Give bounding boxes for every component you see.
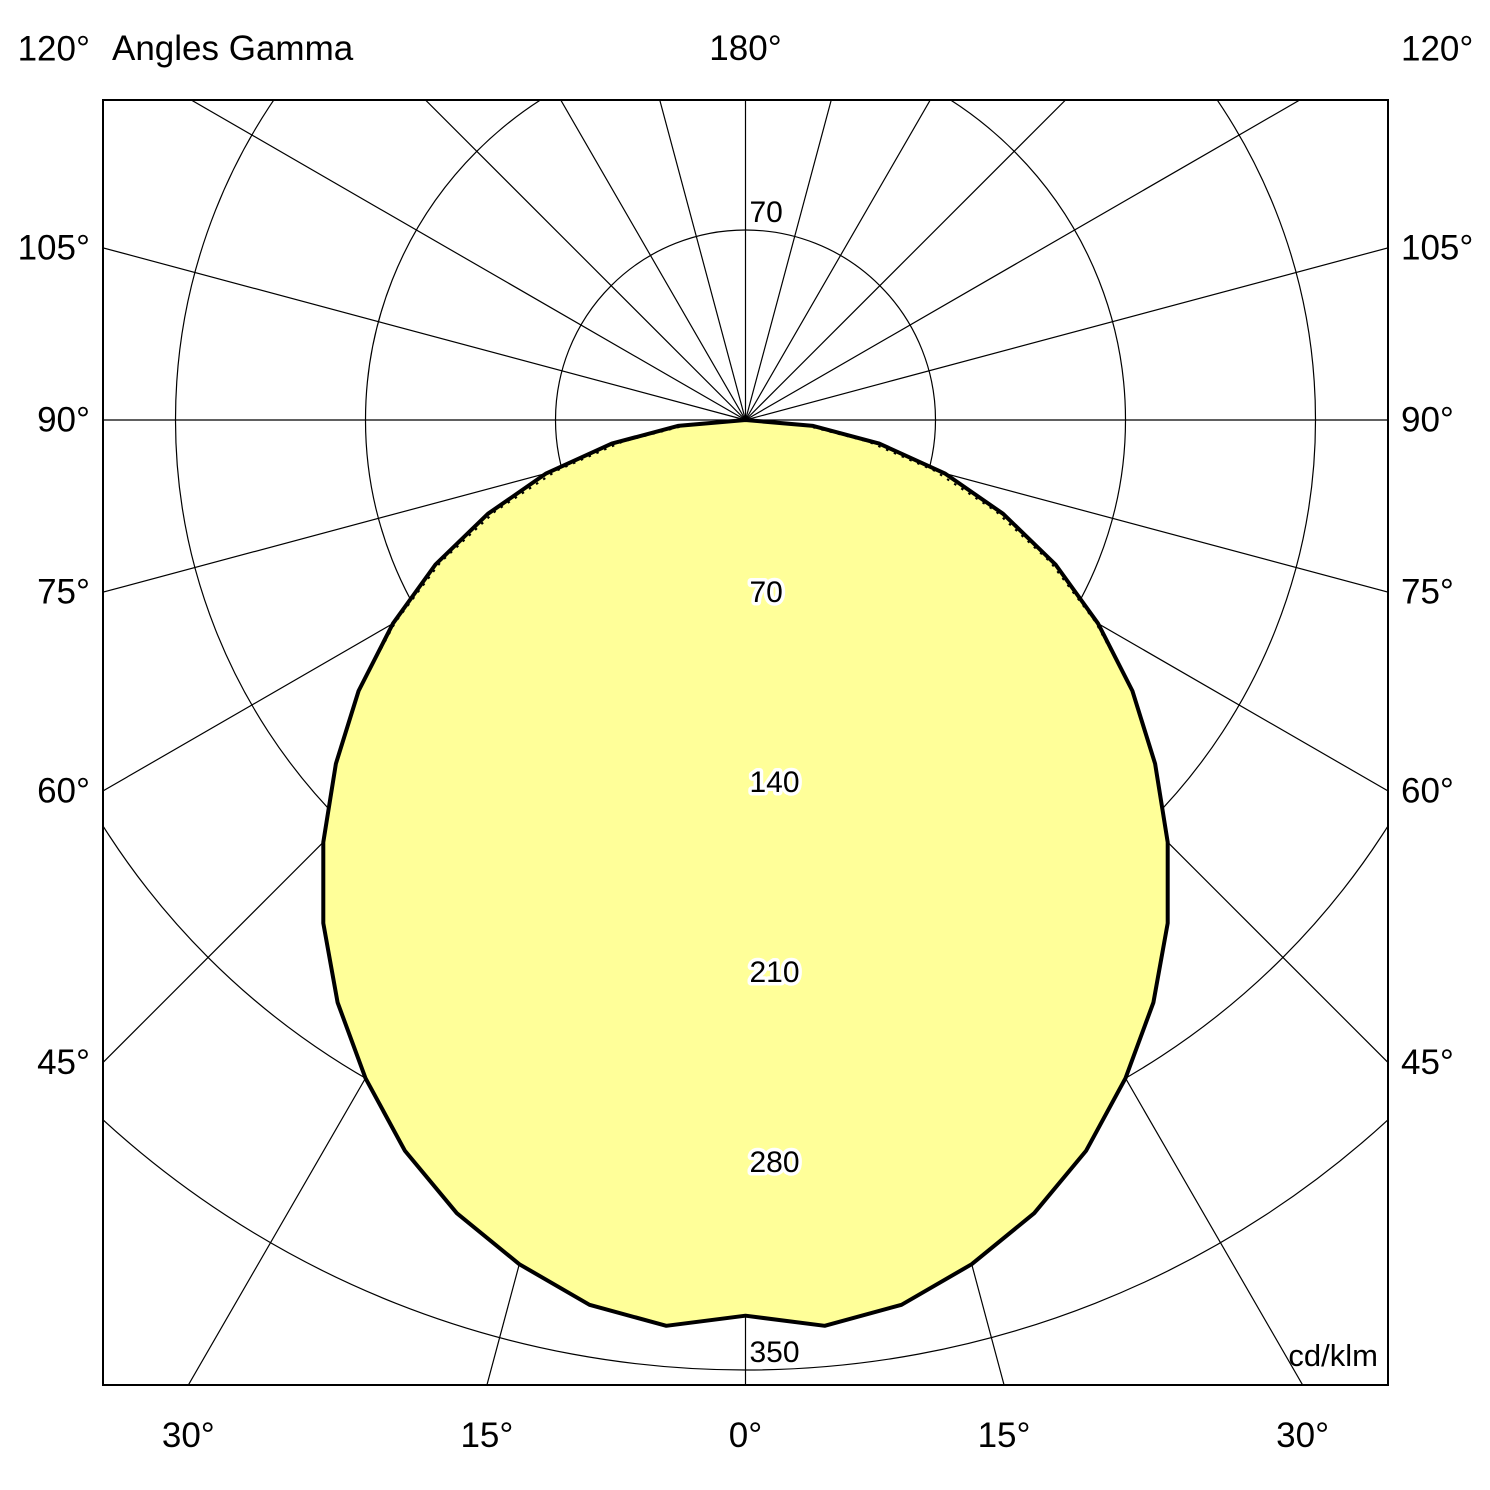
angle-label-left-60: 60° — [37, 771, 90, 810]
angle-label-left-75: 75° — [37, 573, 90, 612]
ring-label-layer: 70 70 140 210 280 350 — [746, 193, 803, 1373]
angle-label-right-90: 90° — [1401, 401, 1454, 440]
grid-radial-line-150 — [744, 100, 931, 421]
grid-radial-line-195 — [659, 100, 747, 421]
unit-label: cd/klm — [1288, 1338, 1378, 1373]
angle-label-bottom-1: 15° — [460, 1416, 513, 1455]
ring-label-1: 140 — [750, 766, 800, 799]
grid-radial-line-165 — [744, 100, 832, 421]
angle-label-bottom-2: 0° — [729, 1416, 762, 1455]
angle-label-bottom-0: 30° — [162, 1416, 215, 1455]
angle-label-right-75: 75° — [1401, 573, 1454, 612]
angle-label-bottom-4: 30° — [1276, 1416, 1329, 1455]
angle-label-right-105: 105° — [1401, 228, 1473, 267]
angle-label-right-60: 60° — [1401, 771, 1454, 810]
ring-label-top: 70 — [750, 196, 783, 229]
ring-label-3: 280 — [750, 1146, 800, 1179]
angle-label-bottom-3: 15° — [978, 1416, 1031, 1455]
grid-radial-line-240 — [190, 100, 746, 421]
grid-radial-line-135 — [745, 100, 1067, 421]
grid-radial-line-255 — [103, 247, 746, 421]
curve-layer — [321, 418, 1170, 1328]
ring-label-2: 210 — [750, 956, 800, 989]
angle-label-right-120: 120° — [1401, 30, 1473, 69]
grid-radial-line-285 — [103, 419, 746, 593]
angle-label-left-45: 45° — [37, 1043, 90, 1082]
grid-radial-line-105 — [745, 247, 1388, 421]
grid-radial-line-75 — [745, 419, 1388, 593]
ring-label-0: 70 — [750, 576, 783, 609]
angle-label-top-180: 180° — [709, 29, 781, 68]
angle-label-left-90: 90° — [37, 401, 90, 440]
grid-radial-line-225 — [424, 100, 746, 421]
ring-label-4: 350 — [750, 1336, 800, 1369]
angle-label-left-105: 105° — [18, 228, 90, 267]
distribution-curve-C0-C180 — [321, 418, 1170, 1328]
angle-label-left-120: 120° — [18, 30, 90, 69]
grid-radial-line-210 — [560, 100, 747, 421]
angle-label-layer: 45° 45° 60° 60° 75° 75° 90° 90° 105° 105° 120° 120°… — [18, 29, 1474, 1455]
grid-radial-line-120 — [745, 100, 1301, 421]
angle-label-right-45: 45° — [1401, 1043, 1454, 1082]
chart-title: Angles Gamma — [112, 29, 354, 68]
